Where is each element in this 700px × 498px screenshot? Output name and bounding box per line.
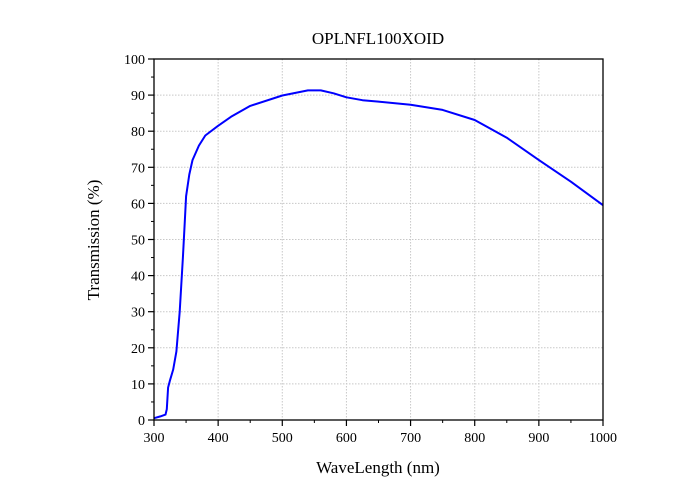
x-tick-label: 500	[272, 431, 293, 446]
transmission-line	[153, 89, 604, 420]
y-tick-label: 70	[131, 161, 145, 176]
y-tick-label: 100	[124, 53, 145, 68]
y-tick-label: 30	[131, 306, 145, 321]
y-tick-label: 50	[131, 234, 145, 249]
x-axis-label: WaveLength (nm)	[316, 458, 440, 477]
y-tick-label: 60	[131, 197, 145, 212]
x-tick-label: 600	[336, 431, 357, 446]
x-tick-label: 900	[528, 431, 549, 446]
x-tick-label: 300	[144, 431, 165, 446]
chart-title: OPLNFL100XOID	[312, 29, 444, 48]
y-tick-label: 0	[138, 414, 145, 429]
y-tick-label: 90	[131, 89, 145, 104]
y-tick-label: 40	[131, 270, 145, 285]
x-tick-label: 700	[400, 431, 421, 446]
x-tick-label: 1000	[589, 431, 617, 446]
y-axis-label: Transmission (%)	[84, 180, 103, 301]
x-tick-label: 400	[208, 431, 229, 446]
y-tick-label: 20	[131, 342, 145, 357]
plot-frame	[153, 58, 604, 421]
x-tick-label: 800	[464, 431, 485, 446]
ticks: 300 400 500 600 700 800 900 1000 0 10 20 30 40 50 60 70…	[124, 53, 617, 446]
y-tick-label: 10	[131, 378, 145, 393]
y-tick-label: 80	[131, 125, 145, 140]
grid	[154, 59, 603, 420]
